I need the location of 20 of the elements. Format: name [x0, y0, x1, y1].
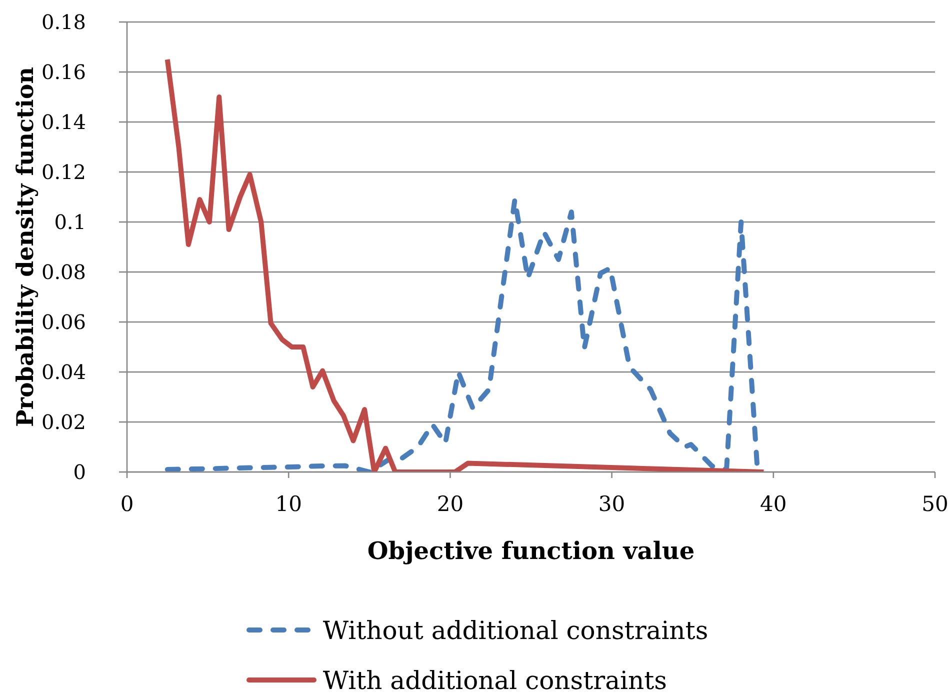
x-tick-label: 30	[598, 492, 626, 516]
x-tick-label: 0	[120, 492, 134, 516]
x-tick-label: 40	[760, 492, 787, 516]
x-tick-label: 10	[275, 492, 302, 516]
x-tick-label: 20	[436, 492, 464, 516]
y-tick-label: 0	[73, 460, 86, 484]
legend-label: Without additional constraints	[322, 616, 708, 644]
y-tick-label: 0.1	[54, 210, 86, 234]
y-tick-label: 0.18	[41, 10, 86, 34]
y-tick-label: 0.08	[41, 260, 86, 284]
y-tick-label: 0.12	[41, 160, 86, 184]
y-tick-label: 0.02	[41, 410, 86, 434]
x-tick-label: 50	[922, 492, 948, 516]
x-axis-title: Objective function value	[367, 536, 695, 564]
y-tick-label: 0.16	[41, 60, 86, 84]
y-axis-title: Probability density function	[12, 66, 38, 427]
y-tick-label: 0.14	[41, 110, 86, 134]
y-tick-label: 0.04	[41, 360, 86, 384]
legend-label: With additional constraints	[322, 666, 667, 694]
y-tick-label: 0.06	[41, 310, 86, 334]
